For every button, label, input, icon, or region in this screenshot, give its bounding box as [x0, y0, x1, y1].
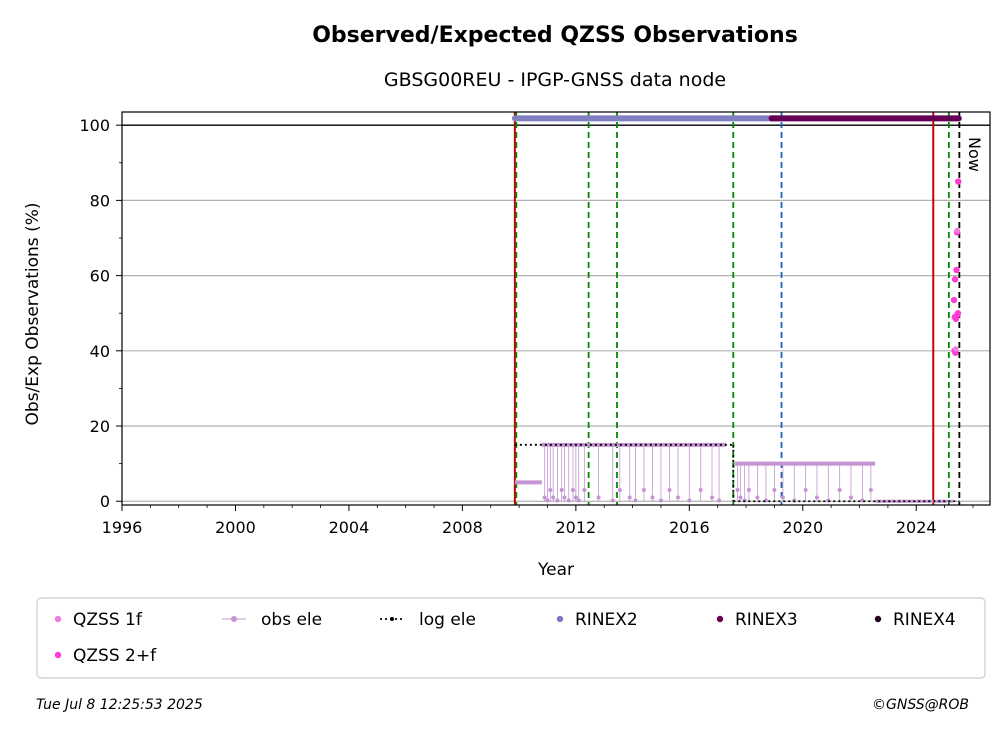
- obs-ele-point: [551, 495, 556, 500]
- qzss-2f-point: [953, 266, 960, 274]
- x-axis-ticks: 1996 2000 2004 2008 2012 2016 2020 2024: [102, 505, 974, 537]
- qzss-2f-point: [951, 276, 959, 283]
- obs-ele-point: [650, 495, 655, 500]
- legend: QZSS 1f obs ele log ele RINEX2 RINEX3 RINEX4 Q…: [36, 597, 986, 679]
- legend-entry: obs ele: [222, 610, 322, 630]
- legend-entry: RINEX4: [874, 610, 956, 630]
- obs-ele-point: [617, 487, 622, 492]
- obs-ele-point: [573, 495, 578, 500]
- now-label: Now: [965, 137, 984, 172]
- footer-credit: ©GNSS@ROB: [872, 697, 969, 713]
- data-series: [511, 115, 962, 503]
- obs-ele-point: [545, 498, 550, 503]
- qzss-2f-point: [955, 178, 962, 185]
- legend-label: RINEX2: [575, 610, 638, 630]
- chart-title: Observed/Expected QZSS Observations: [312, 23, 798, 48]
- obs-ele-point: [582, 487, 587, 492]
- legend-box: [36, 597, 986, 679]
- legend-entry: RINEX2: [556, 610, 638, 630]
- legend-marker: [54, 651, 62, 659]
- y-tick-label: 80: [90, 191, 110, 210]
- grid-lines: [122, 124, 990, 502]
- obs-ele-point: [610, 498, 615, 503]
- x-tick-label: 2000: [215, 518, 256, 537]
- qzss-1f-point: [952, 346, 959, 352]
- obs-ele-point: [571, 487, 576, 492]
- legend-entry: QZSS 1f: [54, 610, 143, 630]
- chart-subtitle: GBSG00REU - IPGP-GNSS data node: [384, 69, 726, 91]
- legend-entry: log ele: [380, 610, 476, 630]
- legend-label: QZSS 1f: [73, 610, 143, 630]
- legend-entry: RINEX3: [716, 610, 798, 630]
- y-tick-label: 60: [90, 267, 110, 286]
- obs-ele-point: [746, 487, 751, 492]
- x-tick-label: 2016: [669, 518, 710, 537]
- legend-label: RINEX3: [735, 610, 798, 630]
- obs-ele-point: [566, 498, 571, 503]
- legend-label: obs ele: [261, 610, 322, 630]
- obs-ele-point: [698, 487, 703, 492]
- obs-ele-point: [576, 498, 581, 503]
- obs-ele-point: [710, 495, 715, 500]
- legend-marker: [556, 615, 564, 623]
- y-tick-label: 0: [100, 492, 110, 511]
- obs-ele-point: [658, 498, 663, 503]
- plot-frame: [121, 111, 991, 506]
- qzss-2f-point: [954, 310, 962, 317]
- y-axis-label: Obs/Exp Observations (%): [23, 203, 43, 426]
- obs-ele-point: [803, 487, 808, 492]
- x-tick-label: 2024: [896, 518, 937, 537]
- obs-ele-point: [849, 495, 854, 500]
- qzss-2f-point: [950, 296, 958, 304]
- y-tick-label: 100: [79, 116, 110, 135]
- qzss-1f-point: [954, 227, 961, 234]
- obs-ele-point: [687, 498, 692, 503]
- x-tick-label: 1996: [102, 518, 143, 537]
- legend-marker: [390, 617, 394, 621]
- x-tick-label: 2012: [555, 518, 596, 537]
- obs-ele-point: [641, 487, 646, 492]
- event-lines: [513, 112, 961, 505]
- obs-ele-point: [548, 487, 553, 492]
- x-tick-label: 2020: [782, 518, 823, 537]
- obs-ele-point: [633, 498, 638, 503]
- legend-marker: [54, 615, 62, 623]
- obs-ele-point: [717, 498, 722, 503]
- obs-ele-point: [627, 495, 632, 500]
- obs-ele-point: [814, 495, 819, 500]
- obs-ele-point: [675, 495, 680, 500]
- legend-marker: [231, 616, 237, 622]
- obs-ele-point: [837, 487, 842, 492]
- footer-timestamp: Tue Jul 8 12:25:53 2025: [36, 697, 203, 713]
- obs-ele-point: [735, 487, 740, 492]
- x-axis-label: Year: [537, 560, 574, 580]
- obs-ele-point: [780, 495, 785, 500]
- y-tick-label: 20: [90, 417, 110, 436]
- obs-ele-point: [562, 495, 567, 500]
- legend-label: log ele: [419, 610, 476, 630]
- x-tick-label: 2004: [329, 518, 370, 537]
- y-axis-ticks: 0 20 40 60 80 100: [79, 116, 122, 511]
- obs-ele-point: [667, 487, 672, 492]
- legend-label: RINEX4: [893, 610, 956, 630]
- x-tick-label: 2008: [442, 518, 483, 537]
- legend-marker: [874, 615, 882, 623]
- legend-marker: [716, 615, 724, 623]
- obs-ele-point: [555, 498, 560, 503]
- legend-entry: QZSS 2+f: [54, 646, 157, 666]
- legend-label: QZSS 2+f: [73, 646, 157, 666]
- obs-ele-point: [868, 487, 873, 492]
- obs-ele-point: [772, 487, 777, 492]
- obs-ele-point: [738, 495, 743, 500]
- obs-ele-point: [559, 487, 564, 492]
- obs-ele-point: [542, 495, 547, 500]
- obs-ele-point: [755, 495, 760, 500]
- obs-ele-point: [596, 495, 601, 500]
- y-tick-label: 40: [90, 342, 110, 361]
